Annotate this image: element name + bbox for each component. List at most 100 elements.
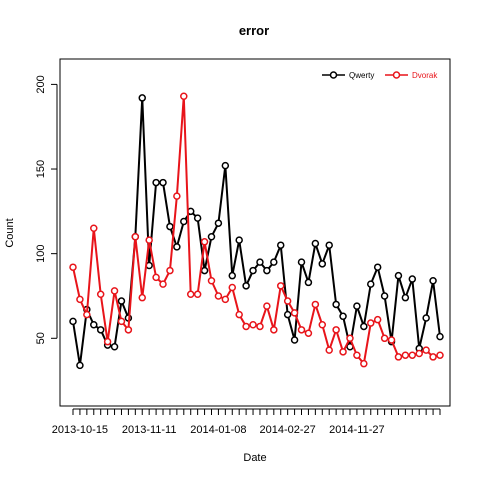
data-point: [145, 236, 153, 244]
data-point: [152, 273, 160, 282]
data-point: [76, 361, 84, 370]
data-point: [401, 293, 410, 302]
data-point: [401, 351, 410, 359]
data-point: [332, 326, 340, 334]
y-tick-label: 50: [35, 332, 47, 344]
data-point: [311, 239, 320, 248]
data-point: [270, 326, 278, 334]
data-point: [180, 217, 188, 226]
data-point: [256, 258, 264, 266]
data-point: [394, 271, 403, 280]
data-point: [200, 266, 209, 275]
x-axis-label: Date: [243, 452, 266, 464]
data-point: [249, 321, 257, 329]
x-tick-label: 2014-02-27: [260, 424, 316, 436]
data-point: [332, 300, 340, 309]
data-point: [408, 275, 417, 283]
data-point: [436, 351, 444, 359]
data-point: [422, 314, 430, 322]
legend-box: [318, 64, 446, 86]
data-point: [110, 287, 119, 295]
data-point: [256, 322, 264, 331]
data-point: [228, 283, 237, 292]
data-point: [283, 297, 292, 305]
data-point: [76, 295, 84, 304]
data-point: [346, 334, 354, 343]
data-point: [166, 266, 174, 275]
data-point: [200, 238, 209, 246]
data-point: [186, 290, 195, 299]
data-point: [83, 310, 91, 319]
data-point: [311, 300, 320, 309]
y-axis-label: Count: [4, 218, 16, 247]
data-point: [436, 332, 444, 341]
data-point: [263, 302, 271, 310]
data-point: [360, 359, 368, 368]
data-point: [276, 282, 285, 290]
data-point: [297, 258, 306, 266]
data-point: [96, 290, 105, 299]
data-point: [235, 310, 243, 319]
data-point: [318, 321, 327, 329]
data-point: [159, 280, 167, 288]
data-point: [117, 297, 126, 305]
data-point: [69, 317, 77, 326]
data-point: [373, 263, 382, 271]
data-point: [138, 293, 146, 302]
data-point: [90, 224, 98, 233]
data-point: [242, 322, 250, 331]
x-tick-label: 2014-01-08: [190, 424, 246, 436]
data-point: [207, 232, 216, 241]
data-point: [408, 351, 417, 359]
data-point: [380, 334, 389, 343]
data-point: [422, 346, 430, 354]
data-point: [159, 178, 167, 187]
data-point: [394, 353, 403, 361]
data-point: [290, 309, 299, 317]
data-point: [304, 329, 313, 337]
legend: Qwerty Dvorak: [318, 64, 446, 86]
data-point: [193, 290, 202, 299]
x-axis: 2013-10-15 2013-11-11 2014-01-08 2014-02-27…: [52, 408, 441, 436]
data-point: [367, 319, 375, 327]
data-point: [103, 337, 112, 346]
data-point: [283, 310, 292, 319]
data-point: [90, 321, 98, 329]
y-axis: 50 100 150 200: [35, 75, 58, 344]
data-point: [138, 94, 146, 102]
data-point: [110, 343, 119, 351]
x-tick-label: 2013-10-15: [52, 424, 108, 436]
data-point: [339, 312, 347, 321]
data-point: [415, 349, 423, 358]
data-point: [173, 243, 181, 251]
series-dvorak: [69, 92, 444, 368]
data-point: [297, 326, 306, 334]
legend-label-qwerty: Qwerty: [349, 71, 374, 80]
data-point: [290, 336, 299, 344]
x-tick-label: 2014-11-27: [329, 424, 384, 436]
data-point: [69, 263, 77, 271]
data-point: [207, 276, 216, 285]
data-point: [249, 266, 257, 275]
y-tick-label: 150: [35, 160, 47, 178]
data-point: [263, 266, 271, 275]
data-point: [214, 219, 223, 227]
legend-marker-dvorak: [392, 71, 401, 79]
data-point: [270, 258, 278, 266]
data-point: [380, 292, 389, 300]
data-point: [387, 336, 396, 344]
series-layer: [69, 92, 444, 370]
data-point: [325, 241, 333, 249]
data-point: [221, 161, 230, 170]
y-tick-label: 200: [35, 75, 47, 93]
x-tick-label: 2013-11-11: [122, 424, 177, 436]
data-point: [318, 260, 327, 268]
chart-title: error: [239, 23, 269, 38]
data-point: [166, 222, 174, 231]
data-point: [353, 302, 361, 310]
y-tick-label: 100: [35, 244, 47, 262]
data-point: [214, 292, 223, 300]
data-point: [339, 348, 347, 356]
data-point: [117, 317, 126, 326]
